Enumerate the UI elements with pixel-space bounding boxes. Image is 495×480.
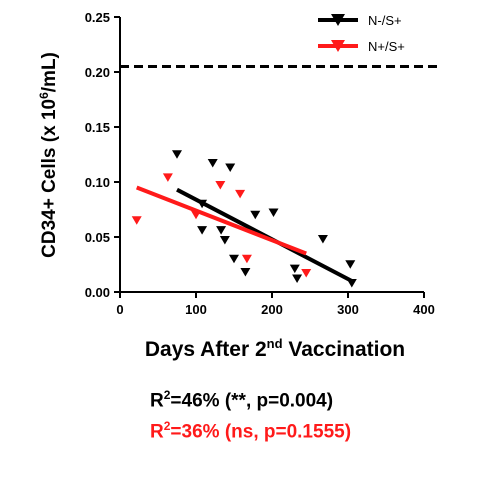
data-point-0	[346, 278, 357, 288]
legend-label-0: N-/S+	[368, 13, 402, 28]
stat-line-2: R2=36% (ns, p=0.1555)	[150, 419, 352, 443]
data-point-0	[240, 267, 251, 277]
data-point-0	[317, 234, 328, 244]
stat-line-1: R2=46% (**, p=0.004)	[150, 388, 334, 412]
data-point-0	[250, 210, 261, 220]
x-tick-label: 0	[116, 302, 123, 317]
data-point-1	[241, 254, 252, 264]
data-point-1	[162, 173, 173, 182]
x-tick-label: 100	[185, 302, 207, 317]
data-point-1	[191, 210, 201, 220]
data-point-1	[215, 181, 226, 190]
x-tick-label: 400	[413, 302, 435, 317]
y-axis-label: CD34+ Cells (x 106/mL)	[37, 52, 60, 258]
y-tick-label: 0.25	[85, 10, 110, 25]
data-point-0	[229, 254, 239, 264]
data-point-0	[172, 150, 182, 159]
data-points	[131, 150, 357, 288]
y-tick-label: 0.00	[85, 285, 110, 300]
fit-line-1	[135, 185, 307, 256]
data-point-0	[207, 159, 218, 168]
legend-marker-1	[331, 40, 345, 52]
axes: 0 100 200 300 400 0.00 0.05 0.10 0.15 0.20 0.25	[85, 10, 435, 317]
fit-lines	[135, 185, 353, 283]
data-point-0	[216, 226, 227, 235]
legend-marker-0	[331, 14, 345, 26]
data-point-0	[219, 236, 230, 245]
data-point-0	[197, 199, 208, 209]
data-point-1	[301, 269, 312, 278]
data-point-1	[235, 189, 246, 199]
y-tick-label: 0.20	[85, 65, 110, 80]
y-tick-label: 0.05	[85, 230, 110, 245]
legend: N-/S+ N+/S+	[318, 13, 405, 54]
data-point-0	[345, 260, 356, 269]
x-tick-label: 300	[337, 302, 359, 317]
legend-label-1: N+/S+	[368, 39, 405, 54]
data-point-0	[268, 208, 279, 218]
data-point-0	[197, 226, 208, 235]
y-tick-label: 0.10	[85, 175, 110, 190]
y-tick-label: 0.15	[85, 120, 110, 135]
data-point-0	[289, 264, 300, 274]
x-axis-label: Days After 2nd Vaccination	[144, 336, 406, 361]
data-point-1	[131, 216, 142, 225]
x-tick-label: 200	[261, 302, 283, 317]
data-point-0	[292, 274, 303, 284]
data-point-0	[225, 163, 236, 172]
